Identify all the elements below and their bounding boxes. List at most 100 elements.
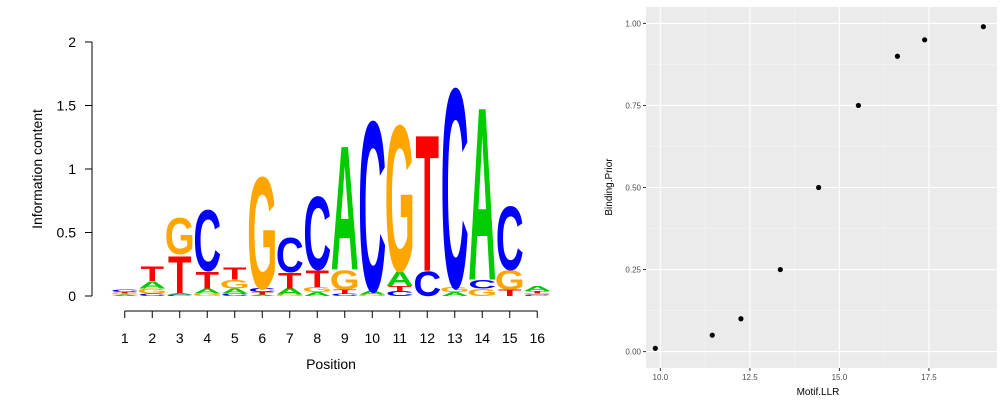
logo-letter: A: [166, 293, 194, 295]
scatter-x-tick-label: 15.0: [832, 373, 848, 382]
scatter-point: [855, 102, 861, 109]
logo-letter: T: [223, 264, 247, 283]
scatter-x-tick-label: 10.0: [653, 373, 669, 382]
scatter-x-tick-label: 17.5: [921, 373, 937, 382]
logo-x-tick-label: 3: [176, 330, 184, 346]
logo-x-tick-label: 11: [392, 330, 407, 346]
logo-letter: A: [386, 267, 414, 291]
logo-letter: C: [413, 265, 441, 304]
logo-letter: C: [166, 294, 194, 296]
logo-letter: G: [302, 286, 332, 294]
scatter-point: [816, 184, 822, 191]
logo-letter: G: [467, 286, 497, 298]
logo-letter: G: [330, 266, 360, 297]
logo-letter: T: [140, 262, 164, 286]
logo-letter: T: [333, 289, 357, 295]
logo-letter: G: [110, 293, 140, 295]
logo-x-tick-label: 15: [502, 330, 518, 346]
logo-x-tick-label: 14: [474, 330, 490, 346]
logo-letter: C: [248, 287, 276, 293]
logo-letter: T: [525, 290, 549, 294]
logo-x-tick-label: 13: [447, 330, 463, 346]
logo-letter: A: [331, 110, 359, 308]
scatter-y-axis-label: Binding.Prior: [604, 158, 615, 216]
logo-letter: C: [386, 290, 414, 298]
logo-letter: C: [468, 278, 496, 292]
logo-letter: C: [441, 29, 469, 349]
logo-letter: T: [250, 292, 274, 296]
scatter-point: [738, 316, 744, 322]
scatter-point: [652, 345, 658, 351]
logo-letter: G: [247, 143, 277, 323]
scatter-y-tick-label: 0.50: [625, 184, 641, 193]
logo-letter: A: [111, 294, 139, 296]
logo-letter: C: [496, 187, 524, 289]
logo-letter: G: [522, 293, 552, 295]
scatter-y-tick-label: 0.25: [625, 266, 641, 275]
logo-letter: T: [113, 292, 137, 294]
scatter-point: [777, 266, 783, 273]
logo-letter: C: [276, 229, 304, 283]
logo-letter: A: [248, 294, 276, 296]
logo-x-tick-label: 10: [364, 330, 380, 346]
scatter-y-tick-label: 0.75: [625, 101, 641, 110]
logo-x-tick-label: 7: [286, 330, 294, 346]
logo-letter: C: [111, 289, 139, 293]
logo-letter: G: [357, 294, 387, 296]
logo-letter: T: [305, 265, 329, 292]
logo-letter: A: [441, 291, 469, 297]
logo-x-tick-label: 6: [258, 330, 266, 346]
logo-x-tick-label: 12: [419, 330, 435, 346]
scatter-chart: 10.0 12.5 15.0 17.5 0.00 0.25 0.50 0.75 1.00 Mot…: [604, 7, 997, 398]
logo-x-tick-label: 16: [529, 330, 545, 346]
logo-letter: G: [192, 293, 222, 297]
logo-letter: C: [331, 293, 359, 297]
logo-letter: A: [276, 287, 304, 297]
logo-x-tick-label: 4: [203, 330, 211, 346]
logo-letter: G: [385, 81, 415, 315]
logo-letter: A: [358, 290, 386, 296]
logo-letter: T: [195, 266, 219, 293]
scatter-points: [652, 24, 986, 351]
sequence-logo-chart: Information content Position 00.511.521 2…: [29, 29, 552, 372]
scatter-y-tick-label: 1.00: [625, 19, 641, 28]
logo-y-tick-label: 0.5: [57, 225, 77, 241]
logo-letter: C: [221, 293, 249, 297]
logo-letter: A: [523, 285, 551, 293]
logo-letter: A: [221, 287, 249, 295]
scatter-x-axis-label: Motif.LLR: [797, 387, 840, 398]
logo-letter: T: [278, 268, 302, 294]
logo-letter: A: [138, 279, 166, 291]
logo-x-tick-label: 5: [231, 330, 239, 346]
logo-letter: C: [303, 175, 331, 292]
scatter-point: [980, 24, 986, 30]
logo-letter: T: [498, 288, 522, 298]
logo-x-tick-label: 1: [121, 330, 129, 346]
logo-letter: G: [220, 278, 250, 292]
logo-letter: T: [415, 94, 439, 312]
logo-y-tick-label: 0: [68, 288, 76, 304]
scatter-gridlines: [646, 7, 997, 368]
logo-letter: A: [193, 287, 221, 295]
logo-x-axis-label: Position: [306, 356, 356, 372]
logo-y-tick-label: 1: [68, 161, 76, 177]
logo-y-axis-label: Information content: [29, 109, 45, 229]
logo-x-tick-label: 8: [313, 330, 321, 346]
logo-letter: G: [275, 294, 305, 296]
logo-letter: C: [523, 294, 551, 296]
logo-letter: G: [495, 266, 525, 297]
scatter-tick-labels: 10.0 12.5 15.0 17.5 0.00 0.25 0.50 0.75 1.00: [625, 19, 937, 382]
logo-letter: G: [165, 206, 195, 265]
logo-letter: C: [358, 70, 386, 342]
logo-x-tick-label: 2: [148, 330, 156, 346]
scatter-point: [922, 37, 928, 43]
logo-letter: A: [303, 291, 331, 297]
scatter-x-tick-label: 12.5: [742, 373, 758, 382]
scatter-point: [894, 53, 901, 59]
scatter-y-tick-label: 0.00: [625, 348, 641, 357]
logo-letter: A: [468, 56, 496, 333]
scatter-point: [709, 332, 715, 338]
logo-letter: G: [440, 286, 470, 294]
logo-letter: C: [138, 293, 166, 297]
